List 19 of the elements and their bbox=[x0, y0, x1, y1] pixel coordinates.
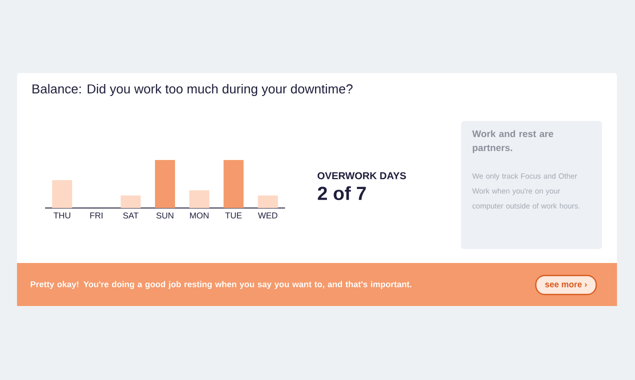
bar bbox=[120, 196, 141, 208]
text: 2 of 7 bbox=[318, 186, 366, 200]
x-tick-label: WED bbox=[258, 212, 278, 218]
x-tick-label: FRI bbox=[90, 212, 102, 218]
bar bbox=[189, 190, 210, 208]
bar bbox=[258, 196, 278, 208]
text: Work and rest are partners. bbox=[472, 130, 554, 153]
bar bbox=[155, 160, 175, 208]
text: see more › bbox=[545, 282, 587, 288]
text: OVERWORK DAYS bbox=[318, 172, 406, 180]
x-tick-label: THU bbox=[54, 212, 70, 218]
x-tick-label: MON bbox=[190, 212, 208, 219]
bar bbox=[224, 160, 244, 208]
chart-title: Balance: Did you work too much during your downtime? bbox=[32, 84, 353, 96]
text: Pretty okay! You're doing a good job resting when you say you want to, and that's important. bbox=[30, 281, 412, 289]
x-tick-label: SUN bbox=[156, 212, 174, 219]
bar bbox=[52, 180, 72, 208]
x-tick-label: TUE bbox=[225, 212, 242, 218]
x-tick-label: SAT bbox=[123, 212, 138, 219]
